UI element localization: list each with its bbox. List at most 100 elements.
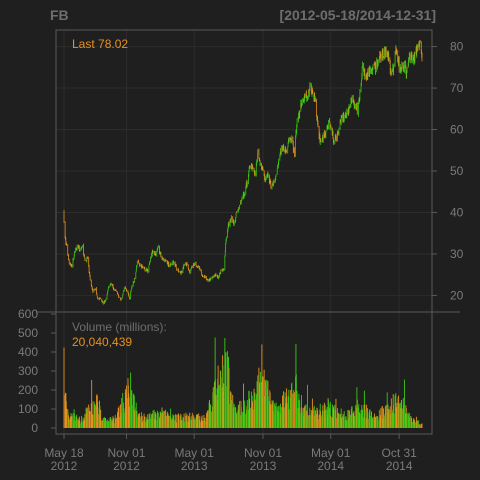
- volume-bar: [398, 403, 400, 428]
- volume-bar: [87, 407, 89, 428]
- volume-bar: [393, 413, 395, 428]
- volume-bar: [328, 400, 329, 428]
- volume-tick-label: 500: [18, 326, 38, 340]
- volume-bar: [131, 405, 133, 428]
- volume-bars: [63, 337, 423, 428]
- price-tick-label: 50: [450, 164, 464, 178]
- volume-bar: [76, 419, 78, 428]
- volume-bar: [228, 367, 230, 428]
- date-tick-label-year: 2013: [181, 459, 208, 473]
- volume-bar: [259, 371, 261, 428]
- volume-bar: [207, 410, 209, 428]
- volume-bar: [144, 421, 146, 428]
- volume-title: Volume (millions):: [72, 320, 167, 334]
- volume-bar: [147, 414, 149, 428]
- volume-bar: [265, 382, 267, 428]
- volume-bar: [113, 418, 115, 428]
- date-range-label: [2012-05-18/2014-12-31]: [280, 7, 436, 23]
- volume-bar: [94, 405, 96, 428]
- volume-tick-label: 0: [31, 421, 38, 435]
- volume-bar: [390, 398, 392, 428]
- volume-bar: [274, 403, 276, 428]
- volume-bar: [406, 413, 408, 428]
- volume-bar: [324, 404, 326, 428]
- volume-bar: [160, 413, 162, 428]
- volume-bar: [199, 422, 201, 428]
- volume-bar: [220, 377, 222, 428]
- volume-bar: [296, 390, 298, 428]
- volume-bar: [194, 416, 196, 428]
- volume-bar: [291, 382, 293, 428]
- gridlines: [56, 30, 432, 434]
- price-candles: [63, 39, 423, 305]
- volume-bar: [212, 387, 214, 428]
- volume-bar: [386, 392, 388, 428]
- volume-bar: [236, 412, 238, 428]
- volume-bar: [173, 415, 175, 428]
- volume-bar: [123, 412, 125, 428]
- volume-bar: [103, 417, 105, 428]
- volume-bar: [409, 412, 411, 428]
- volume-bar: [233, 404, 235, 428]
- volume-bar: [153, 409, 155, 428]
- volume-bar: [304, 405, 306, 428]
- volume-bar: [136, 416, 138, 428]
- volume-bar: [293, 392, 295, 428]
- volume-bar: [396, 407, 398, 428]
- volume-bar: [347, 409, 349, 428]
- volume-bar: [244, 400, 246, 428]
- volume-bar: [218, 385, 219, 428]
- volume-bar: [225, 386, 227, 428]
- volume-last-value: 20,040,439: [72, 335, 132, 349]
- price-tick-label: 20: [450, 288, 464, 302]
- volume-bar: [227, 357, 229, 428]
- volume-bar: [419, 424, 421, 428]
- volume-bar: [317, 419, 319, 428]
- volume-bar: [142, 421, 144, 428]
- volume-bar: [105, 419, 107, 428]
- volume-bar: [403, 379, 405, 428]
- volume-bar: [383, 408, 384, 428]
- volume-bar: [165, 415, 167, 428]
- volume-bar: [333, 408, 335, 428]
- volume-bar: [266, 379, 268, 428]
- date-tick-label-year: 2014: [317, 459, 344, 473]
- volume-bar: [369, 415, 371, 428]
- date-tick-label-month: May 01: [311, 446, 351, 460]
- volume-bar: [267, 396, 269, 428]
- volume-bar: [341, 417, 343, 428]
- volume-bar: [320, 411, 322, 428]
- volume-tick-label: 600: [18, 307, 38, 321]
- price-tick-label: 70: [450, 81, 464, 95]
- volume-bar: [411, 421, 413, 428]
- volume-bar: [362, 410, 363, 428]
- volume-bar: [118, 406, 120, 428]
- volume-bar: [102, 417, 104, 428]
- volume-bar: [325, 409, 327, 428]
- volume-bar: [375, 416, 377, 428]
- volume-bar: [231, 400, 233, 428]
- volume-bar: [168, 415, 170, 428]
- volume-bar: [92, 414, 94, 428]
- volume-bar: [283, 407, 285, 428]
- volume-bar: [66, 408, 68, 428]
- volume-bar: [377, 420, 379, 428]
- volume-bar: [417, 420, 418, 428]
- volume-bar: [329, 402, 331, 428]
- volume-bar: [163, 411, 164, 428]
- volume-tick-label: 400: [18, 345, 38, 359]
- volume-bar: [280, 407, 282, 428]
- volume-tick-label: 100: [18, 402, 38, 416]
- volume-bar: [79, 419, 81, 428]
- volume-bar: [129, 406, 130, 428]
- volume-bar: [170, 419, 172, 428]
- volume-bar: [354, 416, 356, 428]
- price-tick-label: 30: [450, 247, 464, 261]
- date-tick-label-month: May 18: [44, 446, 84, 460]
- volume-bar: [186, 414, 188, 428]
- volume-bar: [314, 410, 316, 428]
- volume-bar: [176, 422, 178, 428]
- date-tick-label-month: Oct 31: [382, 446, 418, 460]
- volume-bar: [74, 413, 75, 428]
